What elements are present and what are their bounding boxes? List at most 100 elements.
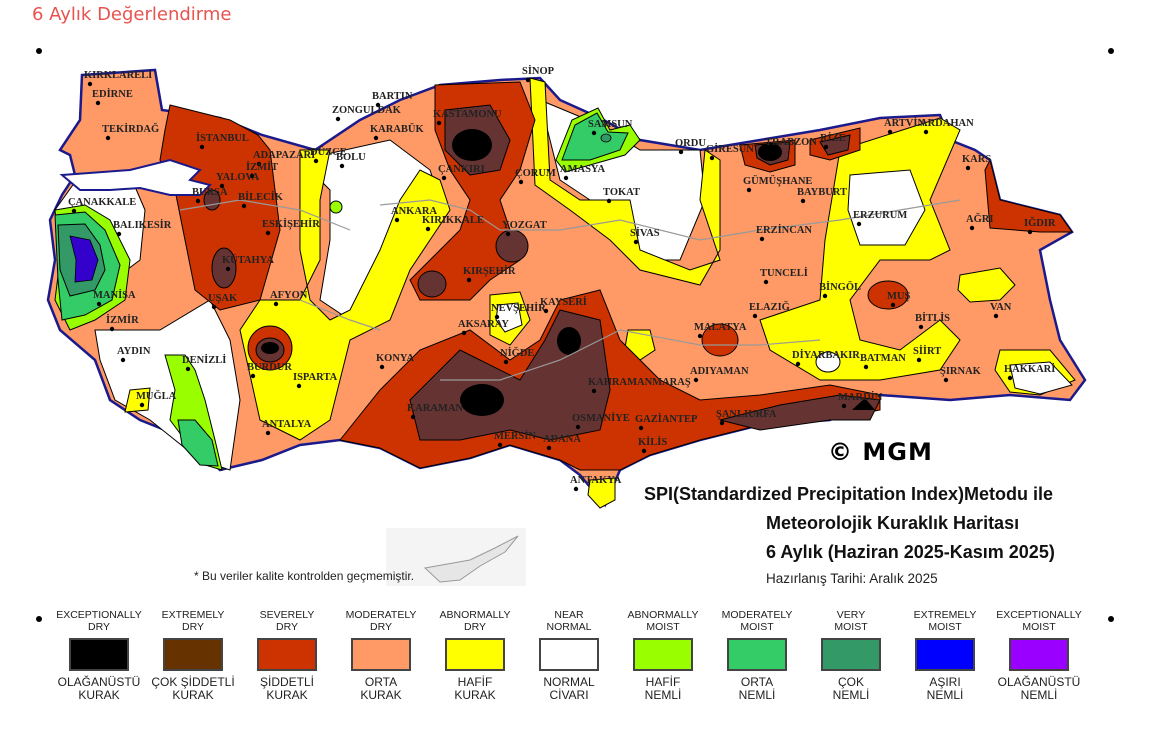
- city-marker-icon: [606, 198, 612, 204]
- city-marker-icon: [436, 120, 442, 126]
- city-marker-icon: [841, 403, 847, 409]
- legend-swatch: [163, 638, 223, 671]
- city-label: ANTALYA: [262, 419, 312, 430]
- city-marker-icon: [195, 198, 201, 204]
- city-marker-icon: [591, 130, 597, 136]
- zone-moderately-moist: [561, 112, 629, 161]
- city-marker-icon: [71, 208, 77, 214]
- city-label: ÇORUM: [515, 168, 556, 179]
- legend-item: EXCEPTIONALLY MOIST OLAĞANÜSTÜ NEMLİ: [992, 609, 1086, 702]
- legend-label-en: ABNORMALLY MOIST: [627, 609, 699, 633]
- zone-moderately-moist: [177, 419, 219, 467]
- city-marker-icon: [95, 100, 101, 106]
- city-label: ELAZIĞ: [749, 300, 790, 313]
- legend-label-en: EXCEPTIONALLY MOIST: [996, 609, 1082, 633]
- drought-map: KIRKLARELİ EDİRNE TEKİRDAĞ İSTANBUL ADAPAZAR…: [46, 65, 1087, 586]
- zone-exceptionally-dry: [452, 129, 492, 161]
- region-borders: [179, 199, 961, 381]
- zone-extremely-dry: [819, 134, 851, 156]
- city-marker-icon: [211, 304, 217, 310]
- zone-abnormally-dry: [529, 77, 721, 286]
- city-label: KIRIKKALE: [422, 215, 484, 226]
- map-title-line3: 6 Aylık (Haziran 2025-Kasım 2025): [766, 542, 1055, 562]
- city-marker-icon: [265, 230, 271, 236]
- city-label: KAYSERİ: [540, 296, 587, 308]
- legend-swatch: [69, 638, 129, 671]
- legend-swatch: [351, 638, 411, 671]
- city-marker-icon: [969, 225, 975, 231]
- legend-label-tr: ORTA KURAK: [360, 675, 402, 702]
- city-label: İSTANBUL: [196, 132, 249, 144]
- city-marker-icon: [296, 383, 302, 389]
- city-marker-icon: [466, 277, 472, 283]
- city-marker-icon: [693, 377, 699, 383]
- city-label: ERZİNCAN: [756, 224, 812, 236]
- legend-item: ABNORMALLY DRY HAFİF KURAK: [428, 609, 522, 702]
- city-label: KAHRAMANMARAŞ: [588, 377, 691, 388]
- city-marker-icon: [763, 279, 769, 285]
- city-label: ÇANAKKALE: [68, 197, 136, 208]
- city-label: DİYARBAKIR: [792, 349, 860, 361]
- legend-item: EXTREMELY MOIST AŞIRI NEMLİ: [898, 609, 992, 702]
- city-label: BATMAN: [860, 353, 906, 364]
- city-marker-icon: [425, 226, 431, 232]
- city-marker-icon: [575, 424, 581, 430]
- city-label: ANKARA: [391, 206, 437, 217]
- city-label: MANİSA: [93, 289, 136, 301]
- corner-dot: [1108, 48, 1114, 54]
- city-label: ORDU: [675, 138, 706, 149]
- city-marker-icon: [1007, 375, 1013, 381]
- city-marker-icon: [923, 129, 929, 135]
- city-label: ZONGULDAK: [332, 105, 402, 116]
- city-label: ŞANLIURFA: [716, 409, 777, 420]
- city-marker-icon: [505, 231, 511, 237]
- city-label: ERZURUM: [853, 210, 907, 221]
- city-marker-icon: [461, 330, 467, 336]
- legend-label-en: EXCEPTIONALLY DRY: [56, 609, 142, 633]
- map-title-line2: Meteorolojik Kuraklık Haritası: [766, 513, 1020, 533]
- city-label: MARDİN: [838, 391, 883, 403]
- legend-label-tr: OLAĞANÜSTÜ KURAK: [57, 675, 141, 702]
- city-marker-icon: [863, 364, 869, 370]
- city-marker-icon: [185, 366, 191, 372]
- city-label: TEKİRDAĞ: [102, 122, 159, 135]
- legend-swatch: [727, 638, 787, 671]
- city-marker-icon: [249, 173, 255, 179]
- legend: EXCEPTIONALLY DRY OLAĞANÜSTÜ KURAK EXTREME…: [52, 609, 1086, 702]
- city-marker-icon: [719, 420, 725, 426]
- city-label: ŞIRNAK: [940, 366, 982, 377]
- city-label: DÜZCE: [310, 145, 347, 158]
- city-label: AKSARAY: [458, 319, 509, 330]
- legend-label-en: SEVERELY DRY: [259, 609, 315, 633]
- city-marker-icon: [503, 359, 509, 365]
- legend-label-tr: ÇOK ŞİDDETLİ KURAK: [151, 675, 235, 702]
- city-label: MUĞLA: [136, 389, 177, 402]
- city-label: RİZE: [820, 132, 846, 144]
- city-marker-icon: [943, 377, 949, 383]
- zone-severely-dry: [159, 104, 281, 311]
- city-marker-icon: [573, 486, 579, 492]
- zone-extremely-dry: [211, 247, 237, 289]
- corner-dot: [1108, 616, 1114, 622]
- city-label: İZMİT: [246, 161, 278, 173]
- city-marker-icon: [697, 333, 703, 339]
- city-label: ARTVİN: [884, 117, 925, 129]
- city-marker-icon: [823, 144, 829, 150]
- legend-item: EXTREMELY DRY ÇOK ŞİDDETLİ KURAK: [146, 609, 240, 702]
- city-marker-icon: [678, 149, 684, 155]
- city-marker-icon: [887, 129, 893, 135]
- city-marker-icon: [759, 236, 765, 242]
- city-marker-icon: [250, 373, 256, 379]
- city-marker-icon: [916, 357, 922, 363]
- city-marker-icon: [139, 402, 145, 408]
- zone-abnormally-dry: [587, 477, 616, 509]
- city-marker-icon: [800, 198, 806, 204]
- city-label: SİVAS: [630, 227, 660, 239]
- city-label: ADAPAZARI: [253, 150, 315, 161]
- legend-swatch: [1009, 638, 1069, 671]
- city-marker-icon: [890, 302, 896, 308]
- copyright-label: © MGM: [828, 438, 933, 466]
- city-marker-icon: [313, 158, 319, 164]
- city-marker-icon: [225, 266, 231, 272]
- cyprus-inset: [386, 528, 526, 586]
